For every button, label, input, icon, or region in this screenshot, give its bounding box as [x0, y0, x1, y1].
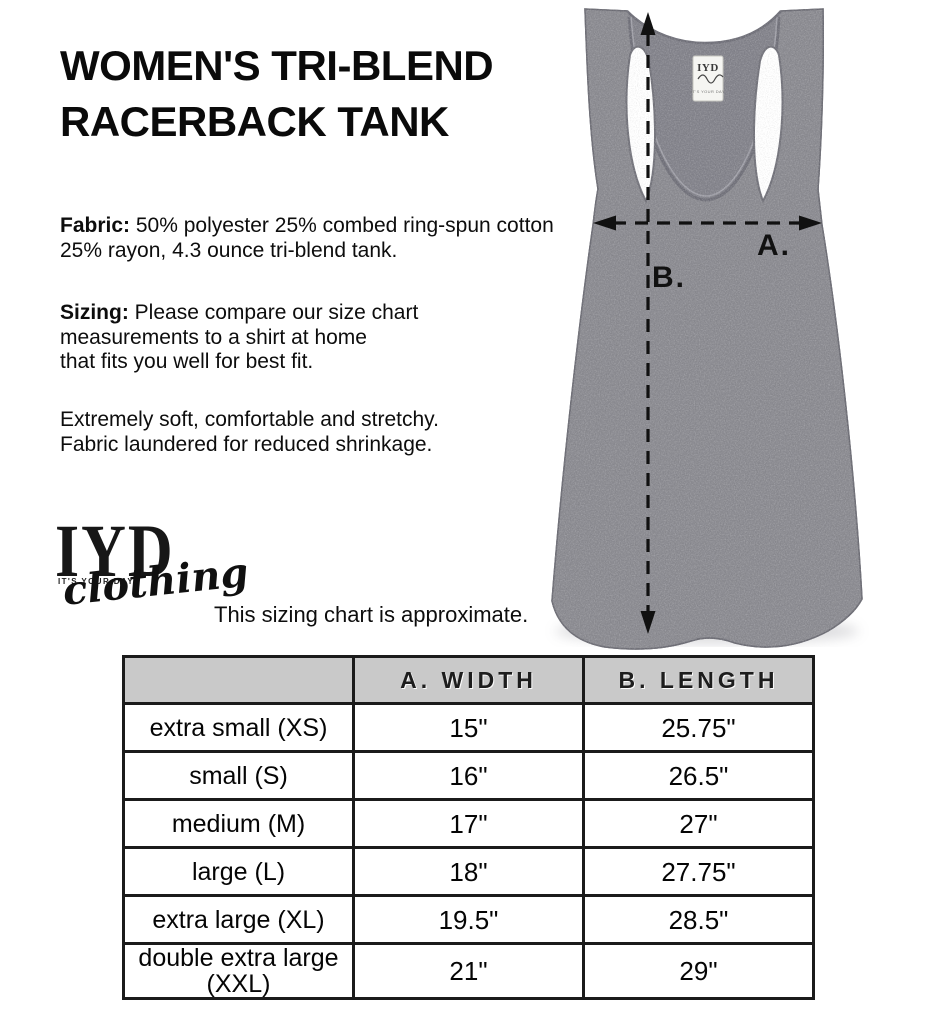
length-cell: 25.75" — [582, 702, 815, 753]
size-cell: small (S) — [122, 750, 355, 801]
fabric-paragraph: Fabric: 50% polyester 25% combed ring-sp… — [60, 214, 554, 263]
length-cell: 27" — [582, 798, 815, 849]
fabric-label: Fabric: — [60, 214, 131, 237]
table-row: double extra large (XXL) 21" 29" — [122, 942, 815, 1000]
title-line-2: RACERBACK TANK — [60, 98, 449, 145]
comfort-line-1: Extremely soft, comfortable and stretchy… — [60, 408, 439, 431]
sizing-label: Sizing: — [60, 301, 129, 324]
fabric-line-2: 25% rayon, 4.3 ounce tri-blend tank. — [60, 238, 398, 262]
size-table: A. WIDTH B. LENGTH extra small (XS) 15" 25… — [122, 655, 815, 1000]
brand-logo: IYD IT'S YOUR DAY clothing — [55, 510, 250, 646]
width-arrow — [593, 215, 822, 231]
sizing-line-1: Sizing: Please compare our size chart — [60, 301, 418, 326]
length-label: B. — [652, 261, 686, 294]
length-cell: 26.5" — [582, 750, 815, 801]
width-cell: 16" — [352, 750, 585, 801]
page-title: WOMEN'S TRI-BLEND RACERBACK TANK — [60, 38, 494, 150]
fabric-line-1: Fabric: 50% polyester 25% combed ring-sp… — [60, 214, 554, 239]
size-cell: double extra large (XXL) — [122, 942, 355, 1000]
neck-tag: IYD IT'S YOUR DAY — [691, 55, 725, 102]
tag-tiny-text: IT'S YOUR DAY — [691, 89, 725, 94]
width-cell: 17" — [352, 798, 585, 849]
tank-svg: IYD IT'S YOUR DAY A. B. — [551, 8, 863, 650]
arrowhead-left — [593, 215, 616, 231]
table-row: extra small (XS) 15" 25.75" — [122, 702, 815, 753]
logo-acronym: IYD — [55, 510, 175, 594]
fabric-text-1: 50% polyester 25% combed ring-spun cotto… — [130, 214, 554, 237]
size-cell: medium (M) — [122, 798, 355, 849]
table-row: small (S) 16" 26.5" — [122, 750, 815, 801]
tag-script-squiggle — [697, 74, 724, 84]
table-row: large (L) 18" 27.75" — [122, 846, 815, 897]
header-size — [122, 655, 355, 705]
tank-silhouette: IYD IT'S YOUR DAY — [551, 8, 863, 650]
size-chart: A. WIDTH B. LENGTH extra small (XS) 15" 25… — [122, 655, 815, 1000]
length-cell: 29" — [582, 942, 815, 1000]
arrowhead-right — [799, 215, 822, 231]
length-cell: 27.75" — [582, 846, 815, 897]
comfort-line-2: Fabric laundered for reduced shrinkage. — [60, 432, 433, 456]
title-line-1: WOMEN'S TRI-BLEND — [60, 42, 494, 89]
logo-tagline: IT'S YOUR DAY — [58, 577, 135, 586]
approximation-note: This sizing chart is approximate. — [214, 602, 529, 627]
length-arrow — [640, 12, 656, 634]
length-cell: 28.5" — [582, 894, 815, 945]
size-cell: extra large (XL) — [122, 894, 355, 945]
width-cell: 15" — [352, 702, 585, 753]
size-table-body: extra small (XS) 15" 25.75" small (S) 16" 26.… — [122, 702, 815, 1000]
arrowhead-up — [640, 12, 656, 35]
arrowhead-down — [640, 611, 656, 634]
width-label: A. — [757, 229, 791, 262]
width-cell: 19.5" — [352, 894, 585, 945]
sizing-text-1: Please compare our size chart — [128, 301, 419, 324]
width-cell: 21" — [352, 942, 585, 1000]
width-cell: 18" — [352, 846, 585, 897]
size-cell: extra small (XS) — [122, 702, 355, 753]
comfort-paragraph: Extremely soft, comfortable and stretchy… — [60, 408, 439, 457]
header-row: A. WIDTH B. LENGTH — [122, 655, 815, 705]
sizing-line-3: that fits you well for best fit. — [60, 350, 314, 373]
header-length: B. LENGTH — [582, 655, 815, 705]
table-row: medium (M) 17" 27" — [122, 798, 815, 849]
table-row: extra large (XL) 19.5" 28.5" — [122, 894, 815, 945]
sizing-line-2: measurements to a shirt at home — [60, 325, 367, 349]
tank-diagram: IYD IT'S YOUR DAY A. B. — [543, 3, 883, 653]
tag-brand-text: IYD — [697, 62, 719, 74]
header-width: A. WIDTH — [352, 655, 585, 705]
heather-texture-dark — [551, 8, 863, 650]
sizing-paragraph: Sizing: Please compare our size chart me… — [60, 301, 418, 375]
size-cell: large (L) — [122, 846, 355, 897]
